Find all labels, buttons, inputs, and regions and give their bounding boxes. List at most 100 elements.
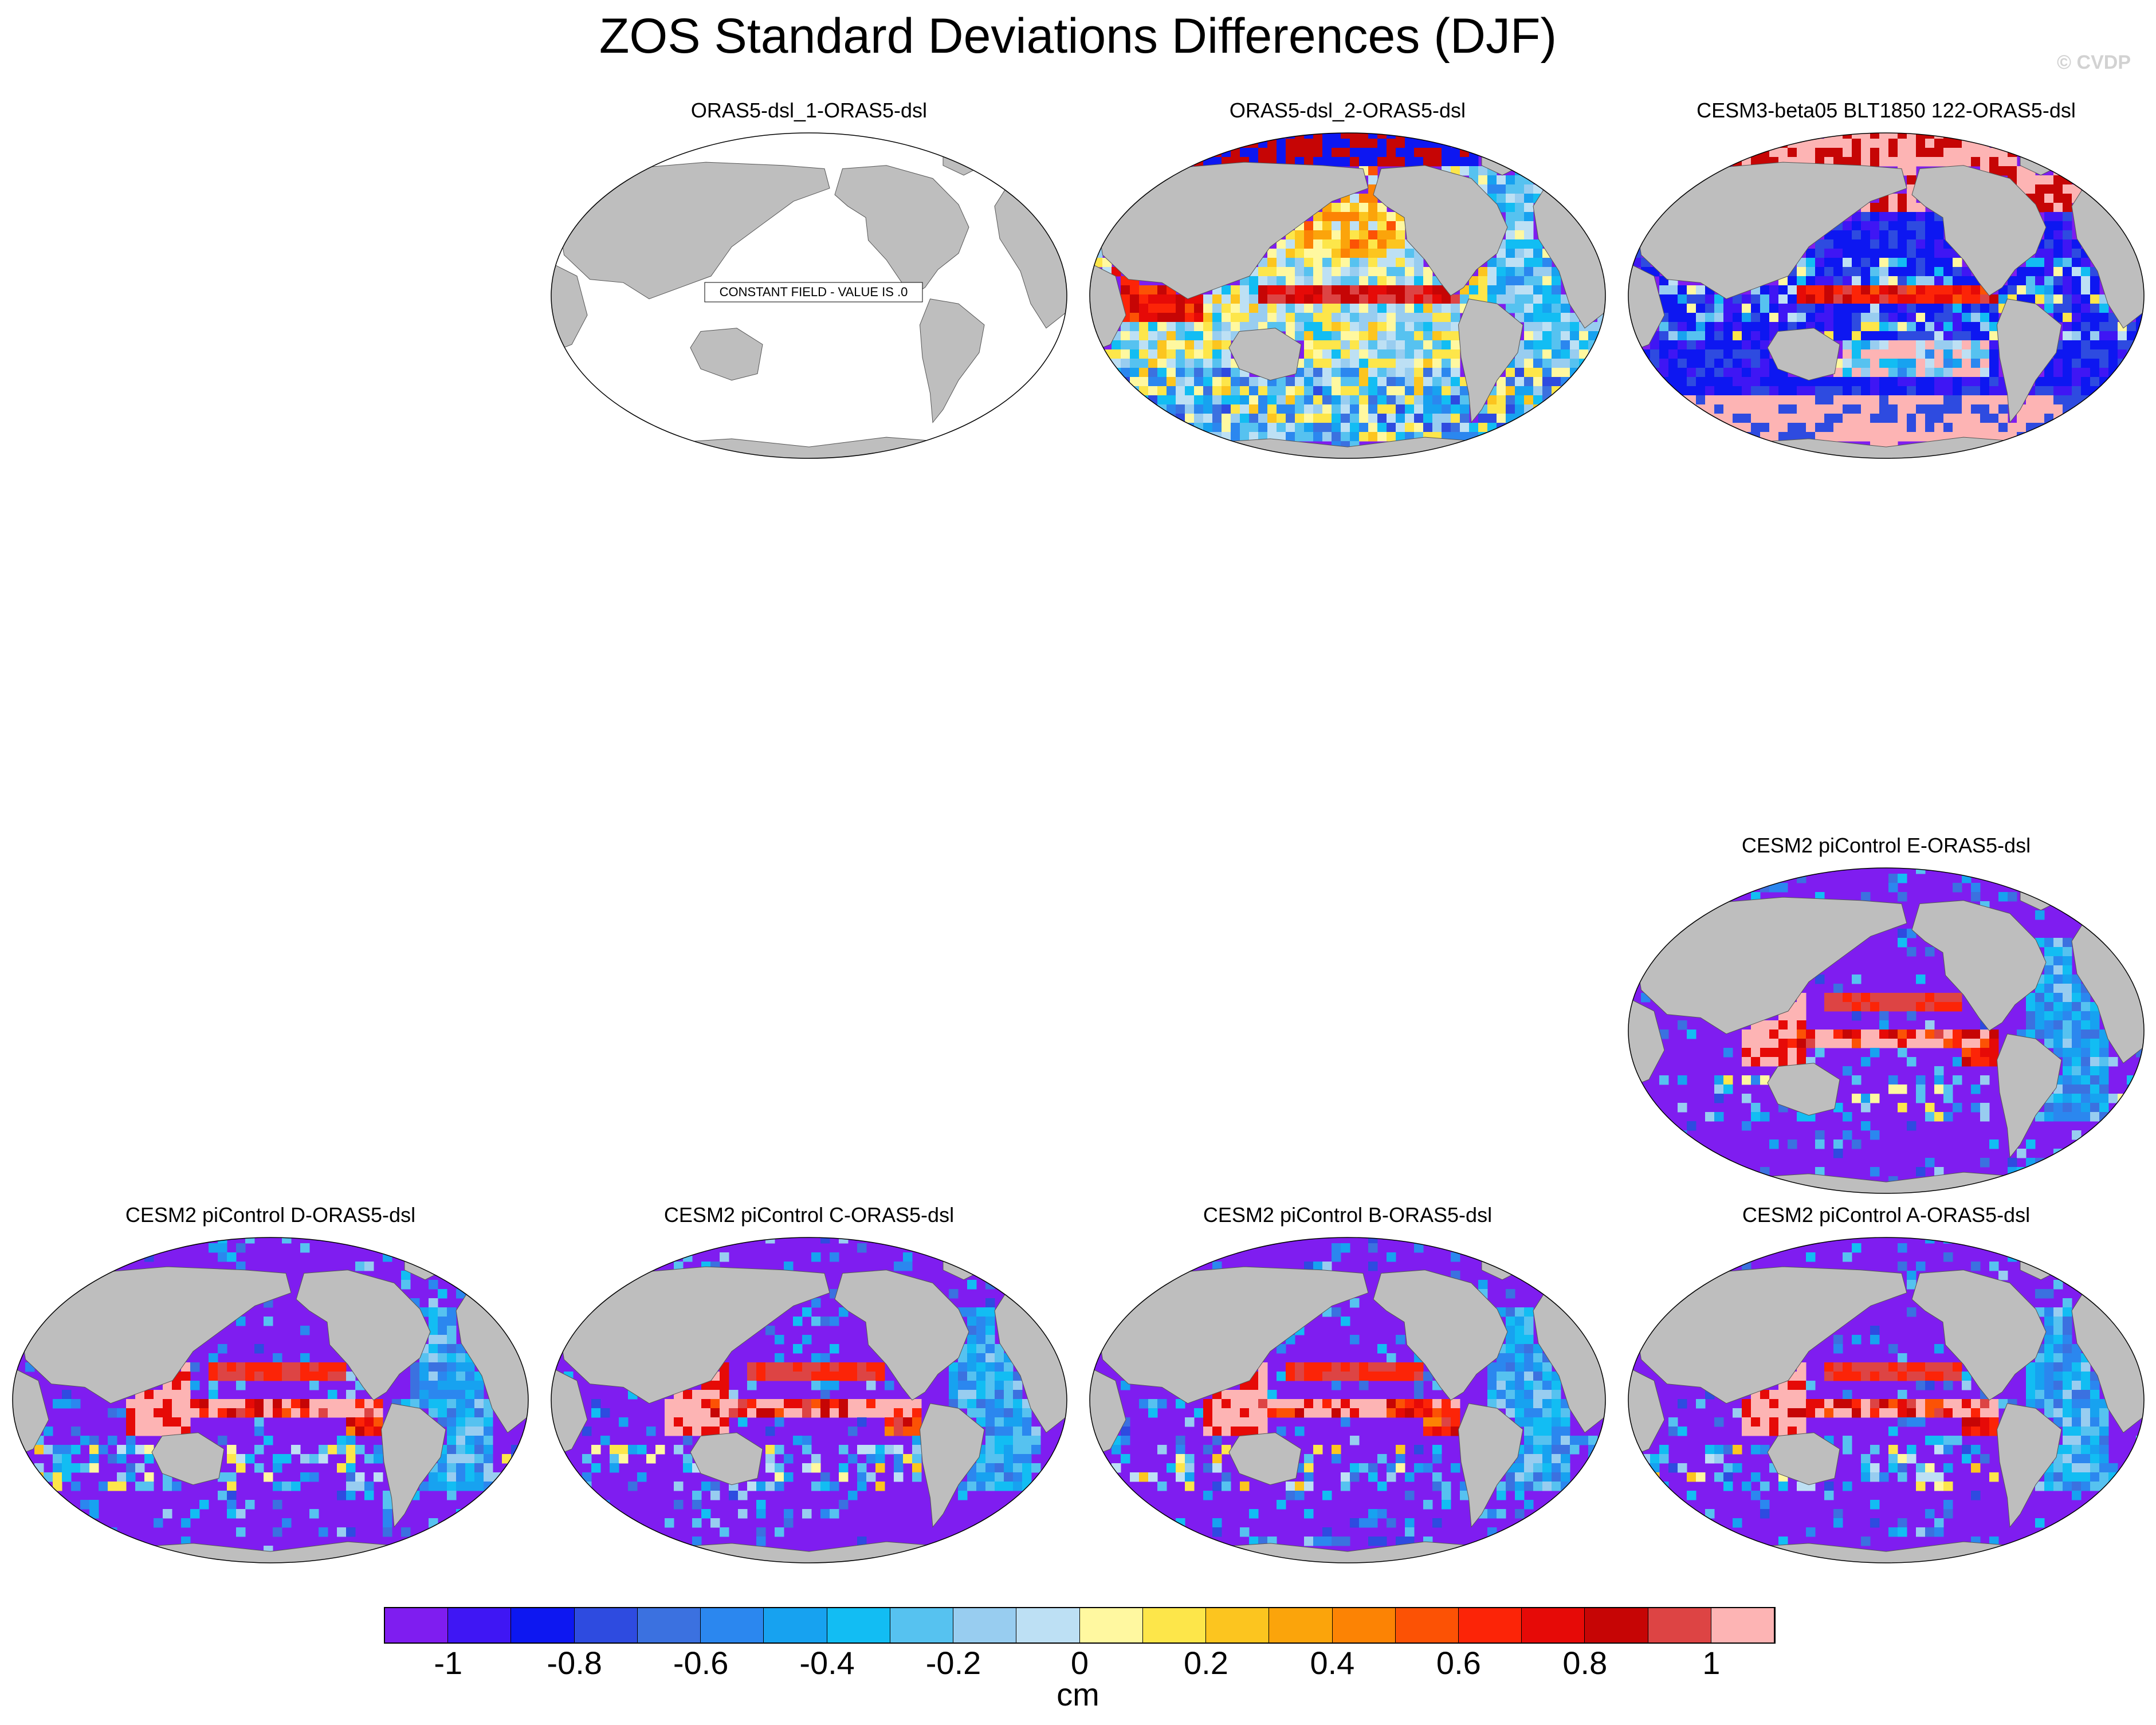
map-field bbox=[551, 1237, 1067, 1563]
landmass-australia bbox=[690, 328, 763, 381]
landmass-north-america bbox=[1911, 1270, 2047, 1401]
colorbar-swatch bbox=[953, 1608, 1017, 1643]
colorbar bbox=[384, 1607, 1776, 1644]
landmass-asia bbox=[1633, 897, 1907, 1035]
landmass-north-america bbox=[1911, 900, 2047, 1031]
landmass-south-america bbox=[919, 1403, 985, 1528]
panel-title: CESM2 piControl E-ORAS5-dsl bbox=[1741, 834, 2031, 857]
constant-field-box bbox=[704, 282, 923, 302]
colorbar-unit-label: cm bbox=[1057, 1676, 1099, 1712]
panel-title: CESM2 piControl D-ORAS5-dsl bbox=[125, 1203, 416, 1227]
panel-title: CESM2 piControl A-ORAS5-dsl bbox=[1742, 1203, 2031, 1227]
cvdp-watermark: © CVDP bbox=[2057, 52, 2131, 73]
map-field bbox=[1628, 1237, 2144, 1563]
landmass-africa bbox=[1628, 262, 1665, 353]
landmass-south-america bbox=[1996, 1403, 2062, 1528]
landmass-asia bbox=[1633, 162, 1907, 300]
colorbar-swatch bbox=[1079, 1608, 1143, 1643]
colorbar-tick-label: -1 bbox=[434, 1645, 463, 1681]
landmass-north-america bbox=[834, 1270, 969, 1401]
landmass-south-america bbox=[1996, 1034, 2062, 1158]
landmass-africa bbox=[551, 1367, 588, 1458]
panel-title: ORAS5-dsl_1-ORAS5-dsl bbox=[690, 99, 928, 122]
landmass-australia bbox=[1767, 328, 1840, 381]
figure-title: ZOS Standard Deviations Differences (DJF… bbox=[599, 9, 1557, 64]
map-outline bbox=[551, 132, 1067, 459]
panel-title: ORAS5-dsl_2-ORAS5-dsl bbox=[1229, 99, 1466, 122]
colorbar-tick-label: -0.2 bbox=[925, 1645, 981, 1681]
map-panel-cesm3-beta05: CESM3-beta05 BLT1850 122-ORAS5-dsl bbox=[1623, 99, 2150, 465]
colorbar-swatch bbox=[701, 1608, 764, 1643]
map-field bbox=[13, 1237, 528, 1563]
colorbar-swatch bbox=[574, 1608, 638, 1643]
map-panel-cesm2-picontrol-e: CESM2 piControl E-ORAS5-dsl bbox=[1623, 834, 2150, 1200]
landmass-north-america bbox=[1373, 1270, 1508, 1401]
map-panel-oras5-dsl-2: ORAS5-dsl_2-ORAS5-dsl bbox=[1084, 99, 1611, 465]
panel-title: CESM2 piControl C-ORAS5-dsl bbox=[663, 1203, 955, 1227]
map-field bbox=[1628, 868, 2144, 1193]
landmass-asia bbox=[1094, 1266, 1369, 1404]
colorbar-swatch bbox=[1206, 1608, 1270, 1643]
landmass-asia bbox=[1633, 1266, 1907, 1404]
landmass-australia bbox=[690, 1432, 763, 1486]
world-map bbox=[1628, 132, 2145, 459]
map-field bbox=[1090, 1237, 1605, 1563]
map-panel-cesm2-picontrol-c: CESM2 piControl C-ORAS5-dsl bbox=[545, 1203, 1073, 1570]
landmass-africa bbox=[13, 1367, 49, 1458]
panel-title: CESM3-beta05 BLT1850 122-ORAS5-dsl bbox=[1696, 99, 2076, 122]
landmass-north-america bbox=[1373, 165, 1508, 296]
landmass-africa bbox=[1090, 1367, 1126, 1458]
landmass-asia bbox=[17, 1266, 292, 1404]
colorbar-swatch bbox=[637, 1608, 701, 1643]
landmass-africa bbox=[1628, 997, 1665, 1089]
landmass-south-america bbox=[919, 298, 985, 423]
colorbar-swatch bbox=[1585, 1608, 1648, 1643]
colorbar-tick-label: 0.2 bbox=[1184, 1645, 1228, 1681]
landmass-south-america bbox=[1996, 298, 2062, 423]
map-outline bbox=[1089, 1237, 1606, 1563]
landmass-asia bbox=[556, 162, 830, 300]
colorbar-swatch bbox=[1458, 1608, 1522, 1643]
map-field bbox=[1090, 133, 1605, 458]
map-outline bbox=[551, 1237, 1067, 1563]
map-field bbox=[1628, 133, 2144, 458]
colorbar-tick-label: 0.8 bbox=[1562, 1645, 1608, 1681]
colorbar-swatch bbox=[1269, 1608, 1333, 1643]
landmass-australia bbox=[1767, 1063, 1840, 1116]
colorbar-tick-label: 0.4 bbox=[1310, 1645, 1355, 1681]
world-map bbox=[1628, 867, 2145, 1194]
landmass-south-america bbox=[1458, 298, 1523, 423]
map-outline bbox=[1628, 1237, 2145, 1563]
map-outline bbox=[1089, 132, 1606, 459]
colorbar-swatch bbox=[385, 1608, 449, 1643]
landmass-australia bbox=[1767, 1432, 1840, 1486]
panel-title: CESM2 piControl B-ORAS5-dsl bbox=[1203, 1203, 1493, 1227]
colorbar-swatch bbox=[1016, 1608, 1080, 1643]
colorbar-swatch bbox=[827, 1608, 890, 1643]
colorbar-swatch bbox=[1332, 1608, 1396, 1643]
map-panel-cesm2-picontrol-d: CESM2 piControl D-ORAS5-dsl bbox=[7, 1203, 534, 1570]
colorbar-swatch bbox=[448, 1608, 512, 1643]
colorbar-swatch bbox=[1522, 1608, 1585, 1643]
map-outline bbox=[12, 1237, 529, 1563]
map-panel-cesm2-picontrol-b: CESM2 piControl B-ORAS5-dsl bbox=[1084, 1203, 1611, 1570]
colorbar-tick-label: 1 bbox=[1702, 1645, 1721, 1681]
colorbar-swatch bbox=[1142, 1608, 1207, 1643]
landmass-north-america bbox=[296, 1270, 431, 1401]
world-map bbox=[1089, 132, 1606, 459]
map-field bbox=[551, 133, 1067, 458]
landmass-north-america bbox=[1911, 165, 2047, 296]
landmass-australia bbox=[1228, 1432, 1302, 1486]
colorbar-tick-label: -0.6 bbox=[673, 1645, 729, 1681]
map-panel-cesm2-picontrol-a: CESM2 piControl A-ORAS5-dsl bbox=[1623, 1203, 2150, 1570]
landmass-south-america bbox=[1458, 1403, 1523, 1528]
landmass-asia bbox=[556, 1266, 830, 1404]
landmass-africa bbox=[1090, 262, 1126, 353]
landmass-africa bbox=[551, 262, 588, 353]
colorbar-swatch bbox=[764, 1608, 827, 1643]
landmass-asia bbox=[1094, 162, 1369, 300]
landmass-australia bbox=[151, 1432, 225, 1486]
world-map bbox=[1628, 1237, 2145, 1563]
constant-field-label: CONSTANT FIELD - VALUE IS .0 bbox=[720, 285, 908, 299]
